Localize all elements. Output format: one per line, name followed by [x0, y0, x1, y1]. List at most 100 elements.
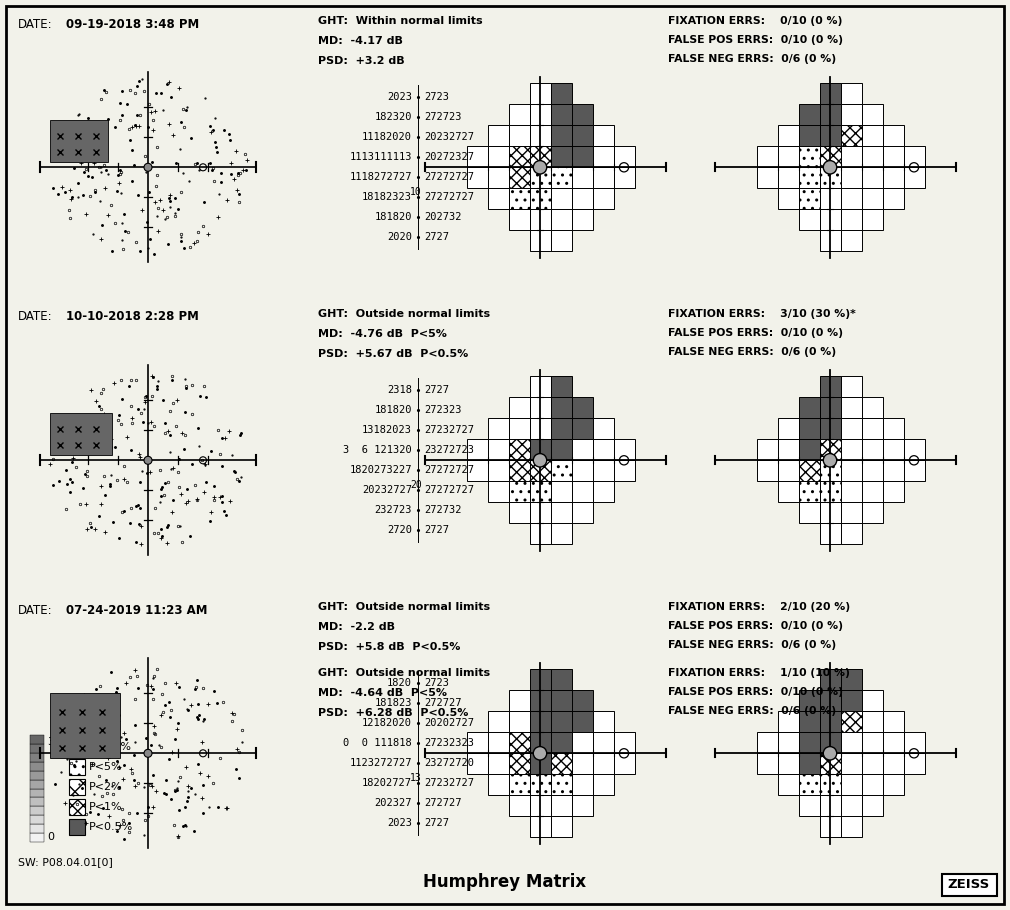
Bar — [756, 733, 778, 753]
Text: 20232727: 20232727 — [362, 485, 412, 495]
Bar — [883, 440, 904, 460]
Bar — [529, 460, 550, 481]
Text: 10-10-2018 2:28 PM: 10-10-2018 2:28 PM — [66, 310, 199, 323]
Text: FALSE POS ERRS:  0/10 (0 %): FALSE POS ERRS: 0/10 (0 %) — [668, 328, 843, 338]
Bar — [862, 105, 883, 126]
Bar — [30, 753, 44, 762]
Bar — [550, 669, 572, 691]
Bar — [799, 691, 819, 712]
Bar — [572, 712, 593, 733]
Text: 18202727: 18202727 — [362, 778, 412, 788]
Bar — [819, 188, 840, 209]
Text: 272732: 272732 — [424, 505, 462, 515]
Bar — [550, 105, 572, 126]
Bar — [778, 440, 799, 460]
Text: 27232727: 27232727 — [424, 778, 474, 788]
Bar — [529, 84, 550, 105]
Text: 2020: 2020 — [387, 232, 412, 242]
Bar — [862, 167, 883, 188]
Bar — [613, 147, 634, 167]
Bar — [799, 126, 819, 147]
Bar — [30, 806, 44, 815]
Bar — [50, 413, 112, 455]
Bar — [488, 419, 508, 440]
Bar — [529, 377, 550, 398]
Bar — [799, 209, 819, 230]
Bar — [69, 759, 85, 775]
Bar — [756, 753, 778, 774]
Bar — [883, 733, 904, 753]
Text: 272727: 272727 — [424, 698, 462, 708]
Bar — [883, 712, 904, 733]
Bar — [550, 419, 572, 440]
Bar — [529, 481, 550, 502]
Bar — [550, 398, 572, 419]
Bar — [840, 523, 862, 544]
Bar — [529, 523, 550, 544]
Bar — [799, 774, 819, 795]
Bar — [508, 481, 529, 502]
Bar — [488, 753, 508, 774]
Bar — [756, 167, 778, 188]
Bar — [904, 440, 924, 460]
Text: 272323: 272323 — [424, 405, 462, 415]
Bar — [69, 779, 85, 795]
Bar — [862, 502, 883, 523]
Text: 0  0 111818: 0 0 111818 — [343, 738, 412, 748]
Bar — [862, 126, 883, 147]
Bar — [529, 669, 550, 691]
Text: 2727: 2727 — [424, 818, 449, 828]
Bar — [799, 753, 819, 774]
Bar — [572, 502, 593, 523]
Bar — [840, 440, 862, 460]
Bar — [508, 460, 529, 481]
Text: 1820: 1820 — [387, 678, 412, 688]
Bar — [799, 419, 819, 440]
Bar — [819, 502, 840, 523]
Bar — [819, 774, 840, 795]
Bar — [550, 753, 572, 774]
Text: Humphrey Matrix: Humphrey Matrix — [423, 873, 587, 891]
Bar — [508, 398, 529, 419]
Bar — [778, 419, 799, 440]
Bar — [862, 440, 883, 460]
Bar — [508, 795, 529, 816]
Bar — [840, 147, 862, 167]
Bar — [572, 774, 593, 795]
Bar — [799, 733, 819, 753]
Text: FIXATION ERRS:    3/10 (30 %)*: FIXATION ERRS: 3/10 (30 %)* — [668, 309, 855, 319]
Bar — [488, 481, 508, 502]
Bar — [613, 753, 634, 774]
Text: 27272727: 27272727 — [424, 172, 474, 182]
Bar — [613, 167, 634, 188]
Bar — [30, 815, 44, 824]
Text: 272723: 272723 — [424, 112, 462, 122]
Text: 272727: 272727 — [424, 798, 462, 808]
Bar — [529, 774, 550, 795]
Bar — [883, 481, 904, 502]
Text: 38: 38 — [47, 737, 62, 747]
Text: P<5%: P<5% — [89, 762, 122, 772]
Bar — [572, 795, 593, 816]
Bar — [488, 126, 508, 147]
Bar — [30, 797, 44, 806]
Bar — [799, 502, 819, 523]
Text: 182320: 182320 — [375, 112, 412, 122]
Text: 2723: 2723 — [424, 678, 449, 688]
Bar — [862, 147, 883, 167]
Bar — [529, 691, 550, 712]
Text: FALSE NEG ERRS:  0/6 (0 %): FALSE NEG ERRS: 0/6 (0 %) — [668, 347, 836, 357]
Bar — [529, 816, 550, 837]
Bar — [883, 147, 904, 167]
Bar — [593, 460, 613, 481]
Bar — [840, 669, 862, 691]
Bar — [840, 377, 862, 398]
Text: 181823: 181823 — [375, 698, 412, 708]
Bar — [550, 147, 572, 167]
Bar — [508, 167, 529, 188]
Bar — [488, 733, 508, 753]
Bar — [840, 816, 862, 837]
Bar — [572, 126, 593, 147]
Bar — [69, 799, 85, 815]
Bar — [799, 105, 819, 126]
